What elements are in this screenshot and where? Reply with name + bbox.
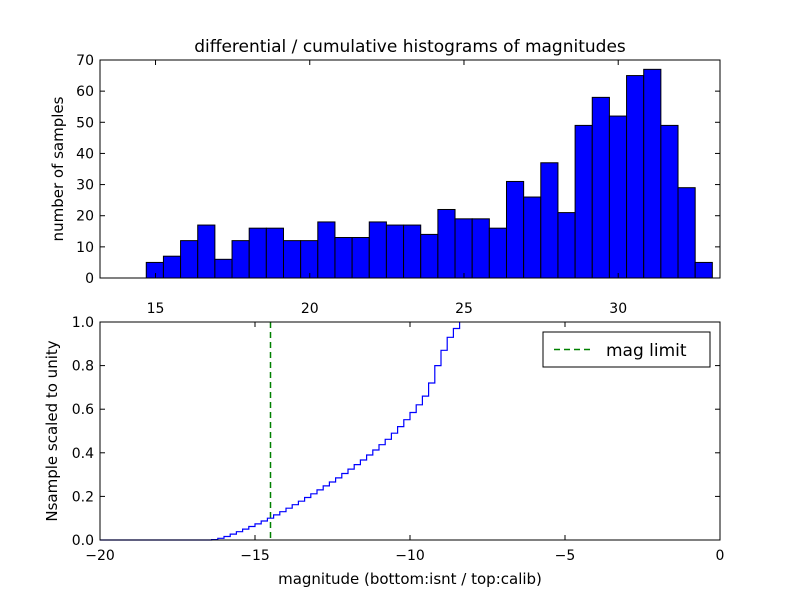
top-histogram-panel: differential / cumulative histograms of … xyxy=(49,37,721,317)
x-tick-label: 25 xyxy=(455,301,473,317)
x-tick-label: −5 xyxy=(555,548,576,564)
legend-box xyxy=(542,331,711,368)
x-tick-label: 20 xyxy=(301,301,319,317)
y-tick-label: 0.2 xyxy=(72,489,94,505)
histogram-bar xyxy=(180,240,199,279)
y-tick-label: 70 xyxy=(76,53,94,69)
histogram-bar xyxy=(214,258,233,279)
histogram-bar xyxy=(591,96,610,279)
y-tick-label: 0 xyxy=(85,271,94,287)
histogram-bars xyxy=(145,68,713,279)
y-tick-label: 20 xyxy=(76,209,94,225)
histogram-bar xyxy=(626,75,645,279)
histogram-bar xyxy=(437,208,456,279)
chart-title: differential / cumulative histograms of … xyxy=(194,37,626,57)
top-y-ticks: 0 10 20 30 40 50 60 70 xyxy=(76,53,720,287)
histogram-bar xyxy=(694,261,713,279)
histogram-bar xyxy=(574,124,593,279)
histogram-bar xyxy=(334,237,353,279)
y-tick-label: 10 xyxy=(76,240,94,256)
histogram-bar xyxy=(265,227,284,279)
x-tick-label: −10 xyxy=(395,548,425,564)
histogram-bar xyxy=(608,115,628,279)
legend-label-mag-limit: mag limit xyxy=(606,341,687,361)
histogram-bar xyxy=(540,162,559,279)
histogram-bar xyxy=(162,255,182,279)
y-tick-label: 50 xyxy=(76,115,94,131)
histogram-bar xyxy=(523,196,542,279)
histogram-bar xyxy=(248,227,267,279)
histogram-bar xyxy=(317,221,336,279)
histogram-bar xyxy=(471,218,490,279)
x-tick-label: 30 xyxy=(609,301,627,317)
bottom-axes-frame xyxy=(99,321,721,541)
x-tick-label: 15 xyxy=(147,301,165,317)
histogram-bar xyxy=(231,240,250,279)
histogram-bar xyxy=(488,227,507,279)
bottom-x-ticks: −20 −15 −10 −5 0 xyxy=(85,322,724,564)
y-tick-label: 0.6 xyxy=(72,402,94,418)
histogram-bar xyxy=(368,221,387,279)
histogram-bar xyxy=(660,124,679,279)
y-tick-label: 40 xyxy=(76,146,94,162)
top-y-axis-label: number of samples xyxy=(49,96,67,241)
histogram-bar xyxy=(351,237,370,279)
cumulative-series-line xyxy=(100,322,461,541)
histogram-bar xyxy=(505,180,525,279)
y-tick-label: 30 xyxy=(76,178,94,194)
histogram-bar xyxy=(677,187,696,279)
histogram-bar xyxy=(282,240,302,279)
histogram-bar xyxy=(197,224,216,279)
bottom-x-axis-label: magnitude (bottom:isnt / top:calib) xyxy=(278,570,542,588)
x-tick-label: −15 xyxy=(240,548,270,564)
histogram-bar xyxy=(643,68,662,279)
y-tick-label: 0.8 xyxy=(72,359,94,375)
x-tick-label: 0 xyxy=(716,548,725,564)
histogram-bar xyxy=(454,218,473,279)
top-axes-frame xyxy=(99,59,721,279)
legend: mag limit xyxy=(542,331,711,368)
bottom-cumulative-panel: 0.0 0.2 0.4 0.6 0.8 1.0 −20 −15 −10 −5 0 Nsample … xyxy=(43,315,724,588)
top-x-ticks: 15 20 25 30 xyxy=(147,60,627,317)
histogram-bar xyxy=(403,224,422,279)
histogram-bar xyxy=(300,240,319,279)
y-tick-label: 1.0 xyxy=(72,315,94,331)
y-tick-label: 0.4 xyxy=(72,446,94,462)
histogram-bar xyxy=(145,261,164,279)
histogram-bar xyxy=(420,233,439,279)
histogram-bar xyxy=(385,224,405,279)
y-tick-label: 0.0 xyxy=(72,533,94,549)
x-tick-label: −20 xyxy=(85,548,115,564)
y-tick-label: 60 xyxy=(76,84,94,100)
bottom-y-axis-label: Nsample scaled to unity xyxy=(43,340,61,521)
bottom-y-ticks: 0.0 0.2 0.4 0.6 0.8 1.0 xyxy=(72,315,720,549)
histogram-bar xyxy=(557,212,576,279)
